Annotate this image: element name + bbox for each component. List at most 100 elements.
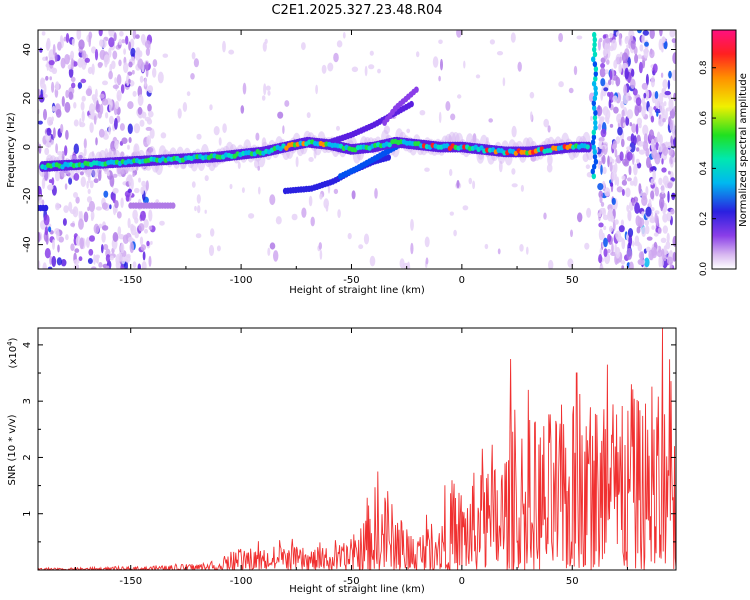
- spectrogram-speckle: [425, 257, 429, 265]
- spectrogram-speckle: [55, 202, 60, 211]
- spectrogram-frame: [37, 29, 677, 270]
- spectrogram-speckle: [629, 261, 634, 269]
- spectrogram-speckle: [98, 30, 103, 37]
- spectrogram-speckle: [150, 240, 153, 245]
- spectrogram-speckle: [89, 235, 95, 242]
- spectrogram-speckle: [645, 186, 649, 196]
- spectrogram-speckle: [71, 38, 75, 47]
- spectrogram-speckle: [619, 151, 624, 161]
- spectrogram-x-tick-label: -100: [230, 275, 253, 286]
- spectrogram-speckle: [73, 119, 79, 127]
- spectrogram-column-cell: [593, 119, 598, 126]
- spectrogram-y-tick-label: -20: [22, 188, 33, 204]
- spectrogram-speckle: [438, 111, 442, 124]
- spectrogram-speckle: [657, 227, 662, 235]
- spectrogram-speckle: [630, 78, 636, 90]
- spectrogram-speckle: [602, 214, 609, 221]
- spectrogram-speckle: [449, 168, 453, 177]
- spectrogram-speckle: [598, 190, 603, 199]
- spectrogram-speckle: [424, 236, 430, 248]
- spectrogram-speckle: [38, 143, 42, 154]
- spectrogram-speckle: [630, 68, 635, 77]
- spectrogram-speckle: [624, 37, 629, 45]
- spectrogram-speckle: [654, 91, 659, 100]
- spectrogram-speckle: [59, 35, 64, 44]
- spectrogram-speckle: [144, 228, 148, 234]
- spectrogram-speckle: [645, 73, 649, 86]
- spectrogram-speckle: [134, 231, 139, 239]
- spectrogram-speckle: [79, 171, 84, 176]
- spectrogram-speckle: [86, 196, 93, 203]
- spectrogram-speckle: [645, 225, 650, 235]
- spectrogram-speckle: [196, 133, 202, 140]
- spectrogram-speckle: [622, 122, 626, 128]
- snr-scale-exponent: 4: [6, 341, 14, 346]
- spectrogram-speckle: [78, 39, 85, 50]
- spectrogram-speckle: [81, 95, 86, 102]
- spectrogram-speckle: [548, 259, 554, 269]
- spectrogram-speckle: [669, 119, 674, 131]
- spectrogram-speckle: [597, 123, 602, 131]
- spectrogram-speckle: [323, 198, 330, 209]
- spectrogram-speckle: [629, 180, 635, 186]
- spectrogram-speckle: [65, 234, 69, 241]
- spectrogram-speckle: [627, 228, 634, 238]
- spectrogram-speckle: [191, 181, 196, 188]
- spectrogram-x-tick-label: 50: [566, 275, 579, 286]
- spectrogram-speckle: [74, 248, 80, 253]
- spectrogram-column-cell: [592, 153, 598, 160]
- spectrogram-column-cell: [591, 144, 596, 151]
- spectrogram-speckle: [638, 149, 646, 155]
- spectrogram-speckle: [162, 53, 169, 58]
- spectrogram-speckle: [609, 182, 614, 187]
- spectrogram-speckle: [282, 125, 285, 134]
- spectrogram-speckle: [529, 91, 535, 99]
- spectrogram-speckle: [623, 84, 628, 96]
- colorbar-tick-label: 0.0: [699, 262, 709, 277]
- spectrogram-speckle: [637, 258, 644, 266]
- spectrogram-column-cell: [592, 51, 598, 58]
- spectrogram-speckle: [606, 117, 610, 125]
- spectrogram-speckle: [547, 125, 551, 133]
- spectrogram-speckle: [68, 201, 73, 212]
- spectrogram-speckle: [141, 261, 147, 269]
- spectrogram-speckle: [275, 216, 282, 225]
- spectrogram-speckle: [668, 148, 674, 156]
- spectrogram-speckle: [121, 256, 126, 265]
- spectrogram-ticks: -150 -100 -50 0 50 -40 -20 0 20 40: [22, 30, 676, 286]
- spectrogram-speckle: [658, 38, 663, 51]
- spectrogram-speckle: [649, 215, 655, 223]
- colorbar-tick-label: 0.6: [699, 111, 709, 126]
- spectrogram-speckle: [668, 98, 674, 111]
- spectrogram-speckle: [145, 47, 150, 57]
- spectrogram-speckle: [137, 263, 141, 269]
- spectrogram-speckle: [629, 35, 634, 42]
- spectrogram-speckle: [80, 101, 85, 111]
- spectrogram-speckle: [626, 146, 632, 151]
- spectrogram-speckle: [204, 175, 209, 182]
- spectrogram-speckle: [658, 144, 663, 153]
- snr-y-axis-label: SNR (10 * v/v): [7, 414, 18, 485]
- spectrogram-speckle: [142, 251, 146, 261]
- spectrogram-column-cell: [593, 90, 598, 97]
- spectrogram-speckle: [141, 180, 147, 187]
- spectrogram-speckle: [119, 31, 124, 37]
- spectrogram-speckle: [54, 170, 61, 182]
- spectrogram-speckle: [127, 101, 134, 110]
- spectrogram-column-cell: [593, 66, 599, 72]
- spectrogram-speckle: [496, 51, 504, 56]
- spectrogram-speckle: [643, 92, 647, 99]
- spectrogram-speckle: [277, 111, 284, 119]
- spectrogram-speckle: [621, 265, 625, 269]
- spectrogram-speckle: [103, 244, 109, 250]
- colorbar-tick-label: 0.4: [699, 161, 709, 176]
- spectrogram-speckle: [333, 52, 339, 63]
- spectrogram-speckle: [598, 222, 604, 228]
- spectrogram-speckle: [635, 215, 641, 227]
- spectrogram-speckle: [73, 172, 80, 181]
- spectrogram-speckle: [617, 126, 623, 136]
- spectrogram-speckle: [449, 211, 454, 216]
- spectrogram-speckle: [629, 122, 633, 127]
- spectrogram-speckle: [103, 54, 110, 65]
- spectrogram-speckle: [51, 116, 54, 122]
